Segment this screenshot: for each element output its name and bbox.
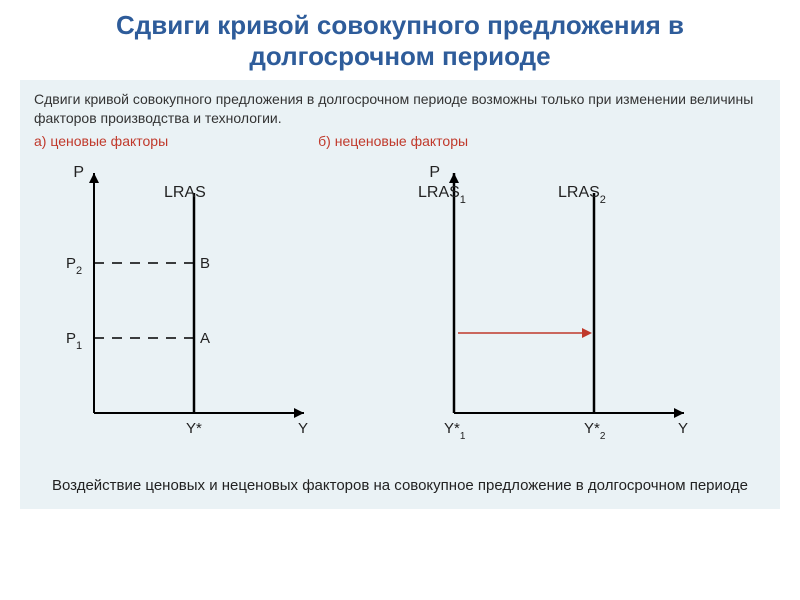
svg-text:Y: Y bbox=[298, 420, 308, 437]
chart-a-svg: P LRAS B P2 A P1 Y* Y bbox=[44, 153, 324, 453]
svg-text:LRAS: LRAS bbox=[164, 184, 206, 201]
factor-row: а) ценовые факторы б) неценовые факторы bbox=[34, 133, 766, 149]
svg-text:Y*2: Y*2 bbox=[584, 420, 606, 442]
svg-text:P: P bbox=[429, 164, 440, 181]
content-box: Сдвиги кривой совокупного предложения в … bbox=[20, 80, 780, 509]
chart-b-svg: P LRAS1 LRAS2 Y*1 Y*2 Y bbox=[384, 153, 704, 453]
factor-b-label: б) неценовые факторы bbox=[318, 133, 468, 149]
svg-text:P1: P1 bbox=[66, 330, 82, 352]
page-title: Сдвиги кривой совокупного предложения в … bbox=[0, 0, 800, 80]
svg-text:Y*1: Y*1 bbox=[444, 420, 466, 442]
svg-text:P2: P2 bbox=[66, 255, 82, 277]
charts-container: P LRAS B P2 A P1 Y* Y P LRAS1 LRAS2 Y*1 Y*2 Y bbox=[34, 153, 766, 458]
caption-text: Воздействие ценовых и неценовых факторов… bbox=[34, 476, 766, 496]
svg-text:Y: Y bbox=[678, 420, 688, 437]
svg-text:Y*: Y* bbox=[186, 420, 202, 437]
svg-text:LRAS1: LRAS1 bbox=[418, 184, 466, 206]
svg-text:LRAS2: LRAS2 bbox=[558, 184, 606, 206]
svg-text:A: A bbox=[200, 330, 210, 347]
chart-b: P LRAS1 LRAS2 Y*1 Y*2 Y bbox=[384, 153, 704, 458]
intro-text: Сдвиги кривой совокупного предложения в … bbox=[34, 90, 766, 126]
svg-text:B: B bbox=[200, 255, 210, 272]
factor-a-label: а) ценовые факторы bbox=[34, 133, 168, 149]
chart-a: P LRAS B P2 A P1 Y* Y bbox=[44, 153, 324, 458]
svg-text:P: P bbox=[73, 164, 84, 181]
